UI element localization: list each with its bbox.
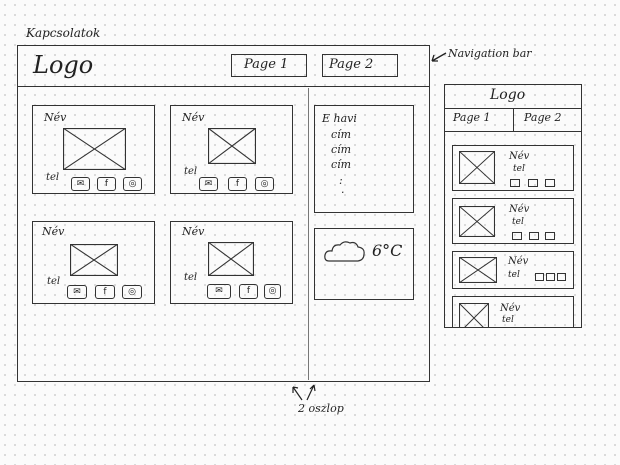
contact-card: Név tel ✉ f ◎ [32, 105, 155, 194]
nav-page1[interactable]: Page 1 [231, 54, 307, 77]
mobile-contact-phone: tel [502, 315, 514, 325]
monthly-list-box: E havi cím cím cím : · [314, 105, 414, 213]
instagram-icon[interactable] [545, 179, 555, 187]
weather-temperature: 6°C [372, 241, 403, 260]
nav-page1-label: Page 1 [244, 57, 289, 72]
mobile-contact-name: Név [508, 256, 529, 267]
mobile-contact-card: Név tel [452, 198, 574, 244]
facebook-icon[interactable]: f [95, 285, 115, 299]
mail-icon[interactable] [535, 273, 544, 281]
instagram-icon[interactable]: ◎ [123, 177, 142, 191]
mail-icon[interactable] [510, 179, 520, 187]
monthly-list-item[interactable]: cím [331, 158, 352, 171]
image-placeholder-icon [63, 128, 126, 170]
facebook-icon[interactable]: f [97, 177, 116, 191]
nav-annotation: Navigation bar [448, 47, 532, 60]
mail-icon[interactable] [512, 232, 522, 240]
mobile-contact-name: Név [509, 151, 530, 162]
nav-page2[interactable]: Page 2 [322, 54, 398, 77]
contact-card: Név tel ✉ f ◎ [32, 221, 155, 304]
mobile-contact-phone: tel [512, 217, 524, 227]
weather-widget: 6°C [314, 228, 414, 300]
monthly-list-item[interactable]: cím [331, 143, 352, 156]
contact-name: Név [42, 225, 65, 238]
contact-phone: tel [47, 276, 61, 287]
image-placeholder-icon [70, 244, 118, 276]
contact-name: Név [182, 225, 205, 238]
monthly-list-more: : [339, 174, 343, 187]
instagram-icon[interactable] [557, 273, 566, 281]
column-annotation-arrow-icon [292, 384, 316, 401]
mobile-contact-card: Név tel [452, 296, 574, 327]
mobile-nav-page2[interactable]: Page 2 [524, 111, 562, 124]
mobile-nav-split [513, 108, 514, 131]
facebook-icon[interactable] [529, 232, 539, 240]
header-logo[interactable]: Logo [33, 51, 94, 79]
contact-name: Név [44, 111, 67, 124]
nav-page2-label: Page 2 [329, 57, 374, 72]
facebook-icon[interactable]: f [239, 284, 258, 299]
mail-icon[interactable]: ✉ [67, 285, 87, 299]
monthly-list-title: E havi [322, 112, 357, 125]
mobile-nav-page1[interactable]: Page 1 [453, 111, 491, 124]
mobile-contact-card: Név tel [452, 145, 574, 191]
page-label: Kapcsolatok [26, 26, 101, 40]
facebook-icon[interactable] [546, 273, 555, 281]
facebook-icon[interactable] [528, 179, 538, 187]
mobile-nav-divider [444, 131, 582, 132]
instagram-icon[interactable]: ◎ [122, 285, 142, 299]
instagram-icon[interactable]: ◎ [264, 284, 281, 299]
contact-phone: tel [46, 172, 60, 183]
mobile-contact-name: Név [509, 204, 530, 215]
image-placeholder-icon [208, 128, 256, 164]
mail-icon[interactable]: ✉ [207, 284, 231, 299]
contact-phone: tel [184, 166, 198, 177]
nav-annotation-arrow-icon [431, 52, 447, 62]
mobile-contact-phone: tel [508, 270, 520, 280]
header-divider [17, 86, 430, 87]
contact-card: Név tel ✉ f ◎ [170, 105, 293, 194]
instagram-icon[interactable]: ◎ [255, 177, 274, 191]
mobile-contact-phone: tel [513, 164, 525, 174]
contact-card: Név tel ✉ f ◎ [170, 221, 293, 304]
column-divider [308, 88, 309, 380]
image-placeholder-icon [208, 242, 254, 276]
desktop-frame [17, 45, 430, 382]
image-placeholder-icon [459, 151, 495, 184]
image-placeholder-icon [459, 206, 495, 237]
mobile-logo[interactable]: Logo [490, 87, 526, 103]
mail-icon[interactable]: ✉ [71, 177, 90, 191]
facebook-icon[interactable]: f [228, 177, 247, 191]
contact-name: Név [182, 111, 205, 124]
cloud-icon [324, 241, 365, 262]
mobile-frame [444, 84, 582, 328]
image-placeholder-icon [459, 257, 497, 283]
instagram-icon[interactable] [545, 232, 555, 240]
mail-icon[interactable]: ✉ [199, 177, 218, 191]
monthly-list-more-dot: · [341, 186, 345, 199]
mobile-contact-name: Név [500, 303, 521, 314]
monthly-list-item[interactable]: cím [331, 128, 352, 141]
contact-phone: tel [184, 272, 198, 283]
mobile-contact-card: Név tel [452, 251, 574, 289]
column-annotation: 2 oszlop [298, 402, 344, 415]
image-placeholder-icon [459, 303, 489, 327]
